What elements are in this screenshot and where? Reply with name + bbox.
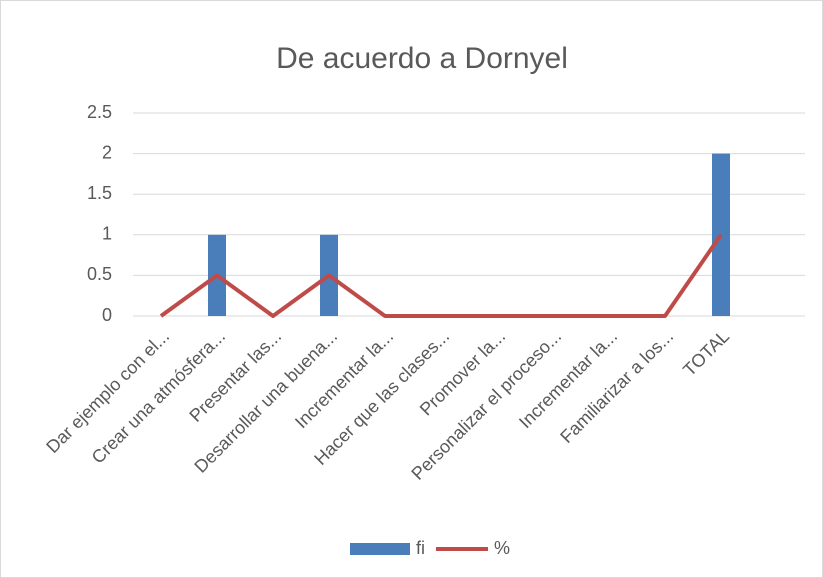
y-tick-label: 2 [102, 142, 112, 162]
y-tick-label: 0.5 [87, 264, 112, 284]
y-tick-label: 2.5 [87, 102, 112, 122]
line [159, 233, 723, 318]
y-tick-label: 1.5 [87, 183, 112, 203]
y-tick-label: 0 [102, 305, 112, 325]
legend-label: % [494, 538, 510, 558]
y-tick-label: 1 [102, 224, 112, 244]
legend-swatch [350, 543, 410, 555]
chart-title: De acuerdo a Dornyel [276, 42, 568, 75]
legend-label: fi [416, 538, 425, 558]
